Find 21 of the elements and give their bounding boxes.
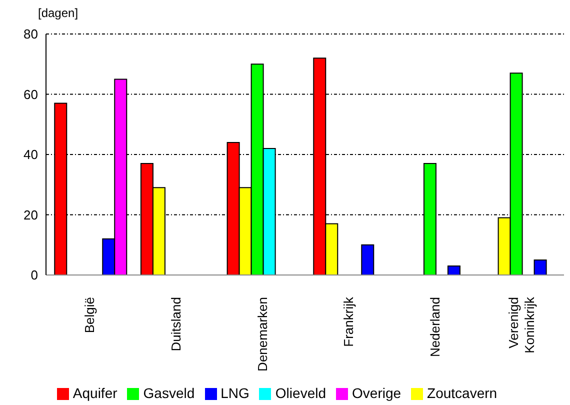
legend-label: Zoutcavern: [427, 385, 498, 401]
x-tick-label: Nederland: [428, 297, 442, 357]
y-axis-title: [dagen]: [38, 6, 78, 20]
legend-label: LNG: [220, 385, 250, 401]
bar: [447, 265, 460, 275]
legend-label: Overige: [352, 385, 402, 401]
legend-label: Aquifer: [72, 385, 118, 401]
x-tick-label: Verenigd Koninkrijk: [506, 296, 537, 354]
y-tick-label: 60: [24, 86, 38, 102]
bar: [361, 244, 374, 275]
y-tick-label: 0: [30, 268, 38, 283]
y-tick-label: 20: [24, 207, 38, 222]
y-tick-label: 80: [24, 26, 38, 42]
x-tick-label: Duitsland: [168, 297, 184, 352]
legend-label: Olieveld: [275, 385, 326, 401]
x-tick-label: Frankrijk: [341, 296, 356, 347]
x-tick-label: België: [82, 297, 98, 334]
x-tick-label: Denemarken: [254, 297, 270, 372]
legend-label: Gasveld: [143, 385, 195, 401]
y-tick-label: 40: [24, 147, 38, 162]
bar: [534, 259, 547, 275]
